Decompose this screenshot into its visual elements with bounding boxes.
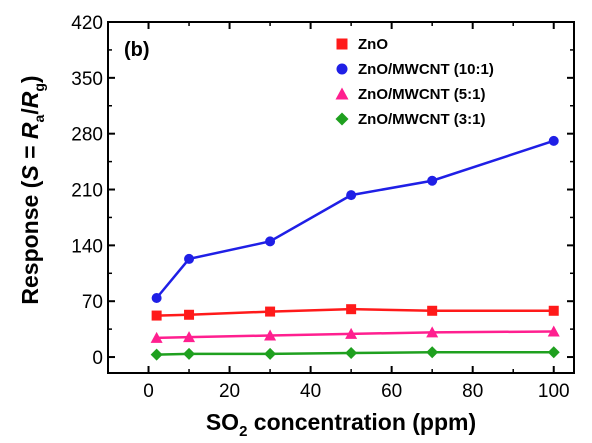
panel-label: (b)	[124, 39, 150, 61]
series-1	[151, 135, 559, 304]
data-point	[264, 347, 277, 360]
data-point	[345, 347, 358, 360]
y-tick-label: 350	[71, 69, 103, 90]
data-point	[426, 326, 439, 338]
data-point	[346, 190, 357, 201]
data-point	[150, 331, 163, 343]
data-point	[427, 305, 438, 316]
series-0	[151, 304, 559, 321]
data-point	[548, 135, 559, 146]
x-tick-label: 20	[219, 381, 240, 402]
data-point	[264, 329, 277, 341]
data-point	[427, 175, 438, 186]
series-line	[156, 307, 554, 317]
x-tick-label: 60	[381, 381, 402, 402]
y-tick-label: 0	[92, 348, 103, 369]
data-point	[426, 346, 439, 359]
data-point	[184, 309, 195, 320]
data-point	[547, 325, 560, 337]
x-axis-title: SO2 concentration (ppm)	[206, 409, 476, 440]
x-tick-label: 80	[462, 381, 483, 402]
data-point	[151, 293, 162, 304]
y-axis: 0 70 140 210 280 350 420	[71, 13, 574, 369]
plot-border	[107, 21, 575, 374]
x-tick-label: 100	[538, 381, 570, 402]
data-point	[346, 304, 357, 315]
y-tick-label: 210	[71, 181, 103, 202]
data-point	[547, 346, 560, 359]
data-point	[183, 347, 196, 360]
series-line	[156, 330, 554, 340]
series-line	[155, 139, 555, 299]
series-2	[150, 325, 560, 343]
data-point	[265, 306, 276, 317]
legend-label: ZnO	[358, 36, 388, 53]
legend-marker	[336, 63, 348, 75]
series-layer	[150, 135, 560, 361]
legend-label: ZnO/MWCNT (5:1)	[358, 86, 485, 103]
y-tick-label: 140	[71, 236, 103, 257]
x-tick-label: 0	[143, 381, 154, 402]
legend: ZnO ZnO/MWCNT (10:1) ZnO/MWCNT (5:1) ZnO/MW…	[335, 36, 494, 128]
legend-label: ZnO/MWCNT (3:1)	[358, 111, 485, 128]
data-point	[150, 348, 163, 361]
plot-frame	[107, 21, 575, 374]
y-tick-label: 420	[71, 13, 103, 34]
series-3	[150, 346, 560, 361]
data-point	[184, 253, 195, 264]
data-point	[151, 310, 162, 321]
data-point	[345, 327, 358, 339]
y-axis-title: Response (S = Ra/Rg)	[17, 75, 47, 304]
y-tick-label: 280	[71, 125, 103, 146]
x-axis: 0 20 40 60 80 100	[107, 22, 570, 402]
legend-marker	[335, 112, 349, 126]
data-point	[265, 236, 276, 247]
data-point	[548, 305, 559, 316]
legend-label: ZnO/MWCNT (10:1)	[358, 61, 494, 78]
data-point	[183, 331, 196, 343]
y-tick-label: 70	[82, 292, 103, 313]
x-tick-label: 40	[300, 381, 321, 402]
legend-marker	[335, 87, 349, 100]
legend-marker	[336, 38, 348, 50]
